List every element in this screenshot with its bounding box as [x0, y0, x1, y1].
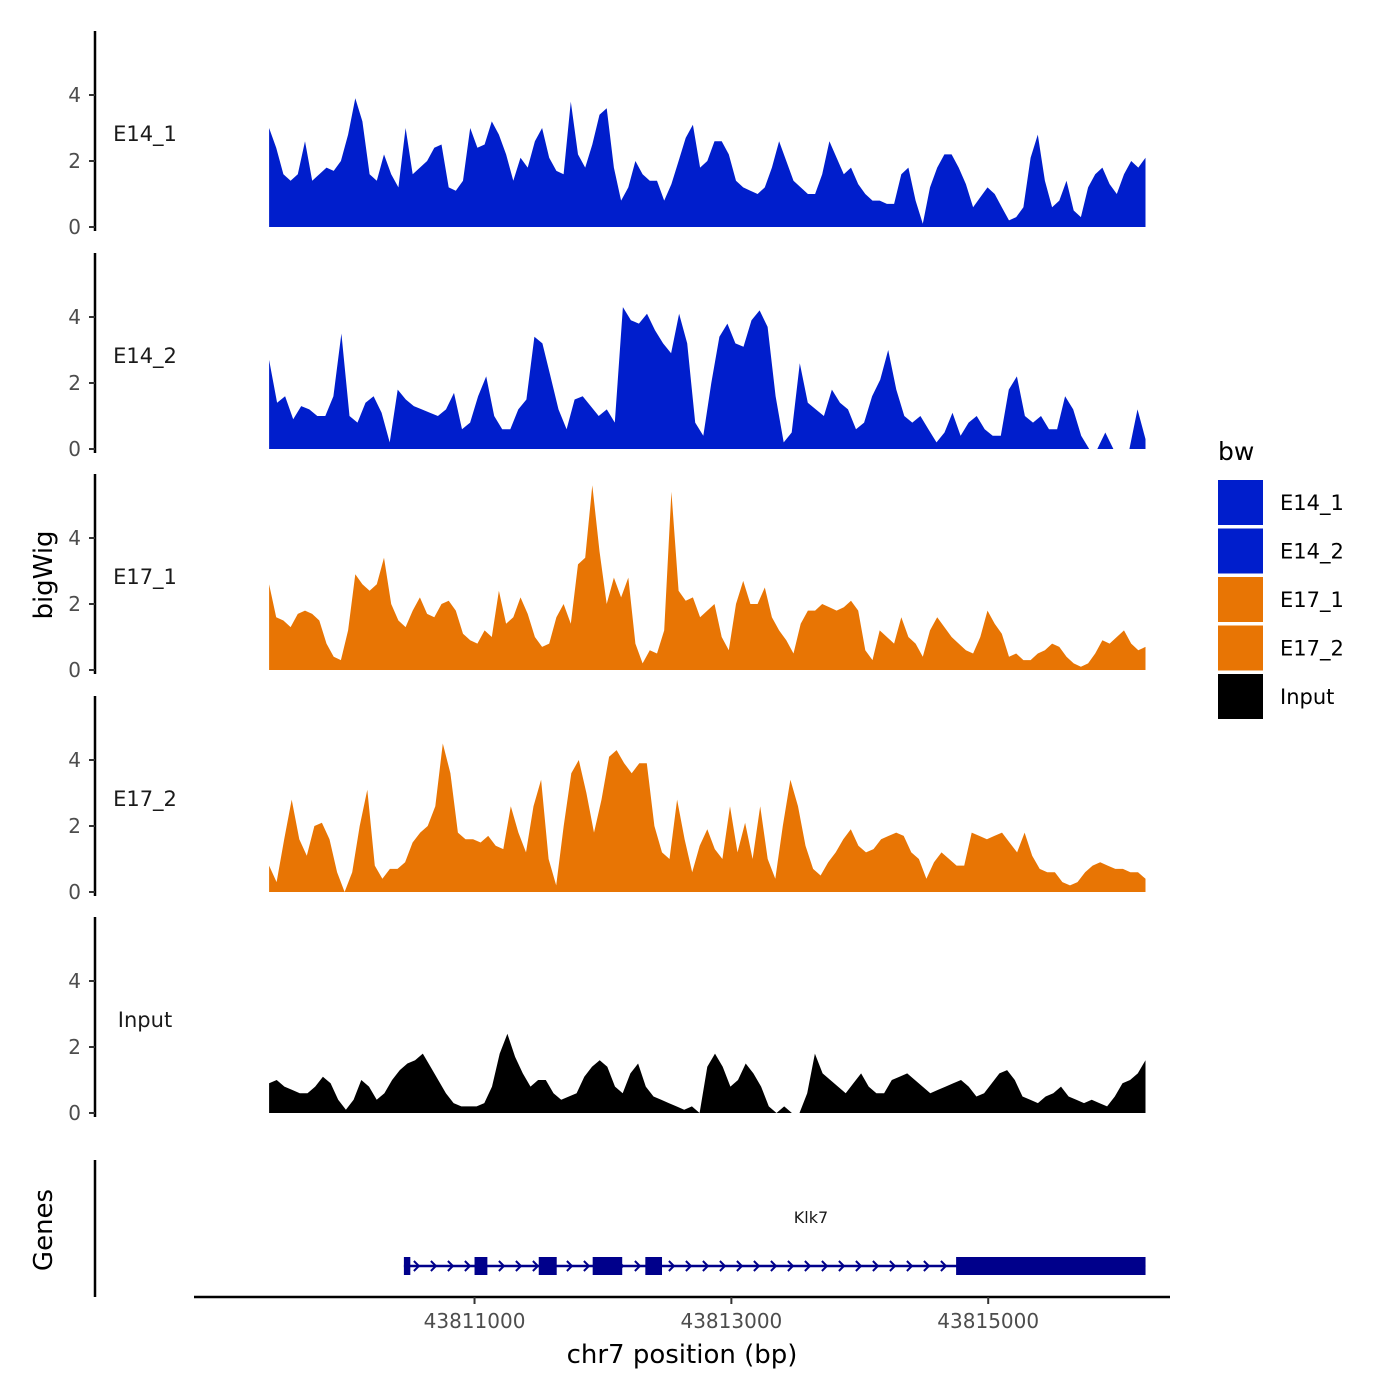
track-label: E14_2 — [113, 344, 177, 369]
strand-arrow — [413, 1260, 421, 1272]
strand-arrow — [753, 1260, 761, 1272]
legend-label: Input — [1280, 685, 1334, 709]
track-label: E14_1 — [113, 122, 177, 147]
strand-arrow — [685, 1260, 693, 1272]
strand-arrow — [515, 1260, 523, 1272]
legend-title: bw — [1218, 437, 1254, 466]
y-tick-label: 0 — [68, 658, 81, 682]
strand-arrow — [719, 1260, 727, 1272]
strand-arrow — [634, 1260, 642, 1272]
strand-arrow — [787, 1260, 795, 1272]
gene-name-label: Klk7 — [794, 1208, 828, 1227]
y-tick-label: 0 — [68, 880, 81, 904]
strand-arrow — [804, 1260, 812, 1272]
x-tick-label: 43811000 — [424, 1309, 526, 1333]
y-tick-label: 0 — [68, 215, 81, 239]
strand-arrow — [430, 1260, 438, 1272]
strand-arrow — [464, 1260, 472, 1272]
legend: bw E14_1 E14_2 E17_1 E17_2 Input — [1218, 437, 1344, 719]
strand-arrow — [889, 1260, 897, 1272]
track-E17_1: 0 2 4 E17_1 — [68, 474, 1146, 682]
track-label: E17_1 — [113, 565, 177, 590]
genes-panel-label: Genes — [29, 1189, 59, 1271]
y-tick-label: 0 — [68, 1101, 81, 1125]
legend-label: E17_1 — [1280, 588, 1344, 613]
x-tick-label: 43815000 — [937, 1309, 1039, 1333]
legend-entry-Input: Input — [1218, 674, 1334, 719]
y-tick-label: 0 — [68, 437, 81, 461]
gene-exon — [592, 1257, 623, 1275]
strand-arrow — [583, 1260, 591, 1272]
track-E17_2: 0 2 4 E17_2 — [68, 696, 1146, 904]
legend-swatch — [1218, 674, 1263, 719]
signal-area-E17_2 — [269, 743, 1146, 892]
strand-arrow — [566, 1260, 574, 1272]
strand-arrow — [855, 1260, 863, 1272]
y-tick-label: 2 — [68, 814, 81, 838]
strand-arrow — [838, 1260, 846, 1272]
x-axis-title: chr7 position (bp) — [567, 1340, 798, 1370]
legend-entry-E14_1: E14_1 — [1218, 480, 1344, 525]
legend-entry-E17_2: E17_2 — [1218, 625, 1344, 671]
legend-label: E14_1 — [1280, 491, 1344, 516]
y-tick-label: 2 — [68, 149, 81, 173]
strand-arrow — [923, 1260, 931, 1272]
strand-arrow — [702, 1260, 710, 1272]
x-tick-label: 43813000 — [680, 1309, 782, 1333]
strand-arrow — [872, 1260, 880, 1272]
legend-swatch — [1218, 577, 1263, 622]
gene-exon — [645, 1257, 663, 1275]
gene-exon — [403, 1257, 411, 1275]
signal-area-Input — [269, 1033, 1146, 1113]
legend-entry-E14_2: E14_2 — [1218, 528, 1344, 574]
y-tick-label: 4 — [68, 969, 81, 993]
signal-area-E14_1 — [269, 98, 1146, 227]
x-axis: 43811000 43813000 43815000 — [194, 1295, 1170, 1333]
legend-entry-E17_1: E17_1 — [1218, 577, 1344, 622]
gene-exon — [956, 1257, 1146, 1275]
y-tick-label: 2 — [68, 371, 81, 395]
signal-tracks: 0 2 4 E14_1 0 2 4 E14_2 0 2 4 E17_1 0 2 4 E17_2 0 2 4 Input — [68, 31, 1146, 1125]
strand-arrow — [906, 1260, 914, 1272]
legend-label: E14_2 — [1280, 540, 1344, 565]
genes-panel: Klk7 — [93, 1160, 1146, 1297]
strand-arrow — [770, 1260, 778, 1272]
strand-arrow — [736, 1260, 744, 1272]
strand-arrow — [447, 1260, 455, 1272]
y-tick-label: 4 — [68, 748, 81, 772]
track-E14_2: 0 2 4 E14_2 — [68, 253, 1146, 461]
gene-exon — [474, 1257, 488, 1275]
signal-area-E14_2 — [269, 307, 1146, 449]
y-tick-label: 2 — [68, 1035, 81, 1059]
y-tick-label: 4 — [68, 305, 81, 329]
track-label: Input — [118, 1008, 172, 1032]
track-label: E17_2 — [113, 787, 177, 812]
strand-arrow — [532, 1260, 540, 1272]
strand-arrow — [940, 1260, 948, 1272]
gene-exon — [538, 1257, 557, 1275]
signal-area-E17_1 — [269, 485, 1146, 670]
y-tick-label: 4 — [68, 83, 81, 107]
legend-swatch — [1218, 528, 1263, 574]
y-tick-label: 4 — [68, 526, 81, 550]
legend-swatch — [1218, 625, 1263, 671]
y-axis-title: bigWig — [29, 530, 59, 619]
track-E14_1: 0 2 4 E14_1 — [68, 31, 1146, 239]
track-Input: 0 2 4 Input — [68, 917, 1146, 1125]
strand-arrow — [498, 1260, 506, 1272]
legend-label: E17_2 — [1280, 637, 1344, 662]
strand-arrow — [821, 1260, 829, 1272]
strand-arrow — [668, 1260, 676, 1272]
legend-swatch — [1218, 480, 1263, 525]
y-tick-label: 2 — [68, 592, 81, 616]
